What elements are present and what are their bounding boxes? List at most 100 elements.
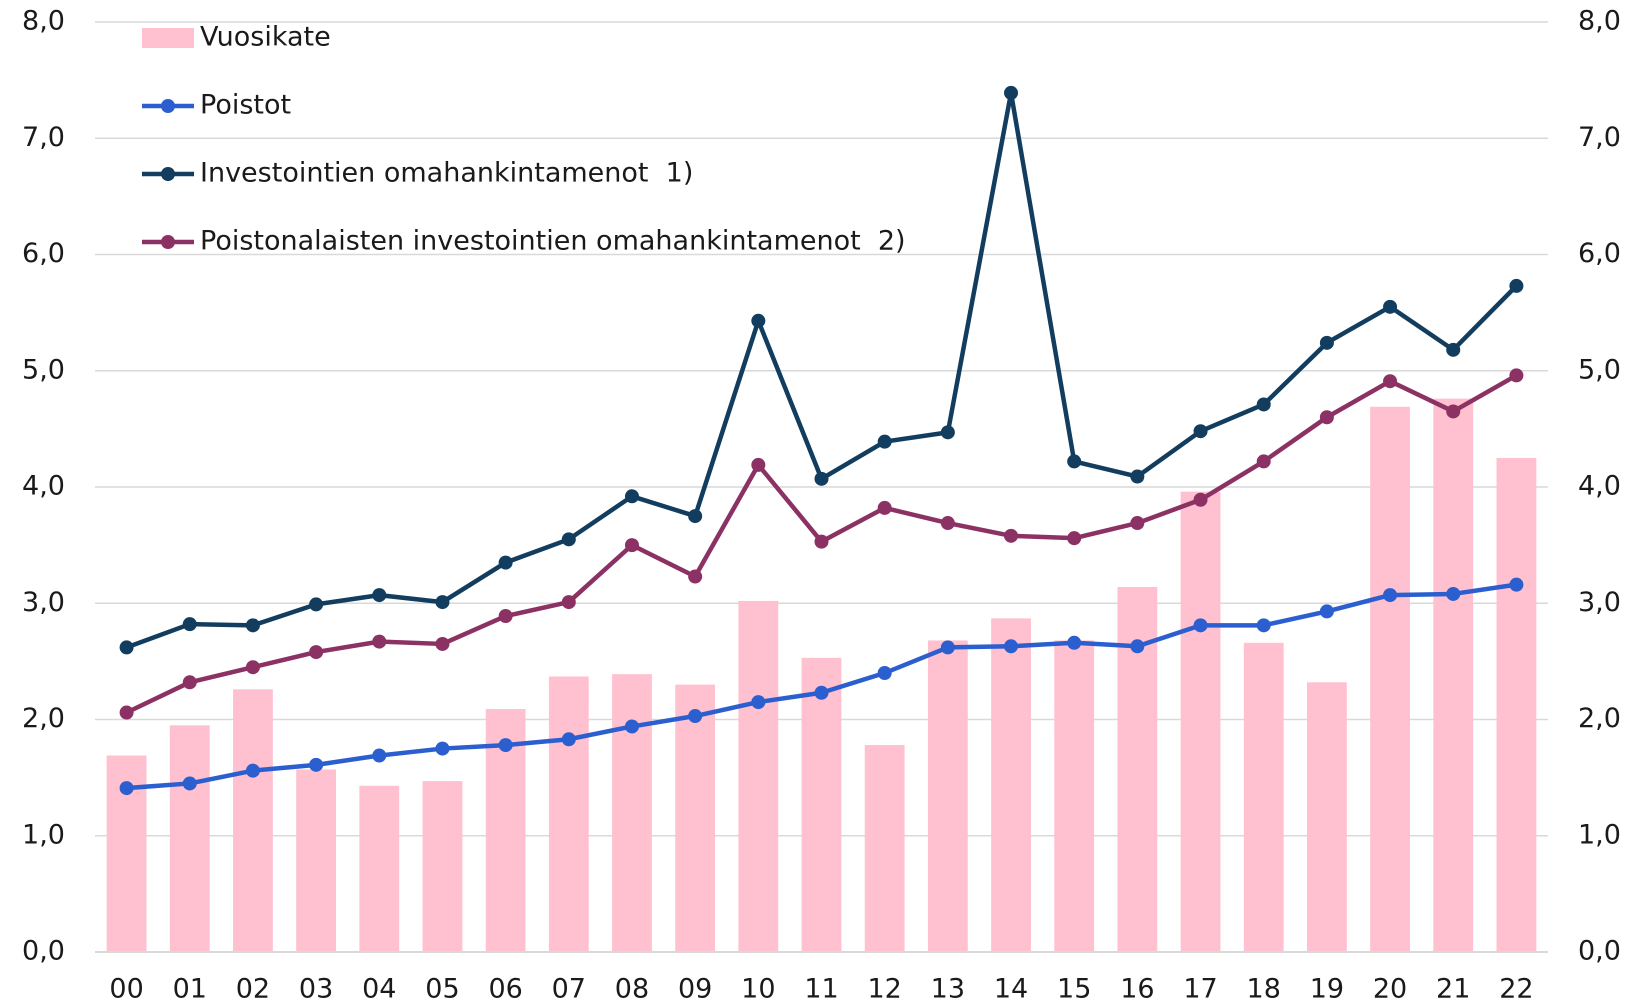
- point: [1383, 374, 1398, 389]
- point: [688, 569, 703, 584]
- point: [435, 595, 450, 610]
- y-tick-label: 3,0: [22, 587, 65, 618]
- bar: [1306, 682, 1347, 952]
- point: [1509, 577, 1524, 592]
- y-tick-label: 8,0: [22, 6, 65, 37]
- point: [1319, 335, 1334, 350]
- bar: [1433, 398, 1474, 952]
- y-tick-label: 6,0: [22, 238, 65, 269]
- point: [877, 666, 892, 680]
- x-tick-label: 17: [1183, 974, 1217, 1004]
- x-tick-label: 10: [741, 974, 775, 1004]
- x-tick-label: 14: [994, 974, 1028, 1004]
- point: [814, 534, 829, 549]
- legend-label: Investointien omahankintamenot 1): [200, 158, 693, 189]
- point: [624, 538, 639, 553]
- y-tick-label: 5,0: [22, 354, 65, 385]
- y2-tick-label: 6,0: [1578, 238, 1621, 269]
- y2-tick-label: 1,0: [1578, 819, 1621, 850]
- bar: [927, 640, 968, 952]
- bar: [359, 785, 400, 952]
- point: [1256, 397, 1271, 412]
- y-tick-label: 7,0: [22, 122, 65, 153]
- y2-tick-label: 2,0: [1578, 703, 1621, 734]
- point: [182, 617, 197, 632]
- point: [1446, 342, 1461, 357]
- x-tick-label: 20: [1373, 974, 1407, 1004]
- point: [1130, 469, 1145, 484]
- point: [1067, 635, 1082, 650]
- point: [1256, 454, 1271, 469]
- point: [309, 597, 324, 612]
- point: [309, 645, 324, 660]
- point: [435, 741, 450, 756]
- point: [561, 732, 576, 747]
- y-tick-label: 2,0: [22, 703, 65, 734]
- point: [498, 609, 513, 624]
- point: [814, 685, 829, 700]
- point: [1383, 299, 1398, 314]
- point: [688, 709, 703, 724]
- bar: [548, 676, 589, 952]
- point: [1067, 531, 1082, 546]
- x-tick-label: 21: [1436, 974, 1470, 1004]
- point: [372, 634, 387, 649]
- point: [182, 675, 197, 690]
- y2-tick-label: 8,0: [1578, 6, 1621, 37]
- x-tick-label: 00: [109, 974, 143, 1004]
- x-tick-label: 02: [236, 974, 270, 1004]
- x-tick-label: 12: [867, 974, 901, 1004]
- x-tick-label: 18: [1247, 974, 1281, 1004]
- y-tick-label: 4,0: [22, 471, 65, 502]
- point: [877, 434, 892, 449]
- point: [751, 457, 766, 472]
- x-tick-label: 09: [678, 974, 712, 1004]
- point: [119, 781, 134, 796]
- point: [751, 313, 766, 328]
- point: [940, 516, 955, 531]
- x-tick-label: 08: [615, 974, 649, 1004]
- point: [877, 500, 892, 515]
- point: [1130, 639, 1145, 654]
- point: [1383, 588, 1398, 603]
- y2-tick-label: 5,0: [1578, 354, 1621, 385]
- point: [119, 640, 134, 655]
- point: [498, 738, 513, 753]
- legend-marker: [161, 99, 175, 113]
- point: [624, 719, 639, 734]
- bar: [1496, 457, 1537, 952]
- point: [372, 748, 387, 763]
- bar: [169, 725, 210, 952]
- y-tick-label: 1,0: [22, 819, 65, 850]
- x-tick-label: 05: [425, 974, 459, 1004]
- point: [1256, 618, 1271, 633]
- bar: [864, 745, 905, 952]
- bar: [1180, 491, 1221, 952]
- bar: [675, 684, 716, 952]
- point: [940, 425, 955, 440]
- point: [498, 555, 513, 570]
- point: [1319, 604, 1334, 619]
- x-tick-label: 01: [173, 974, 207, 1004]
- x-tick-label: 04: [362, 974, 396, 1004]
- legend-label: Poistot: [200, 90, 291, 121]
- bar: [738, 600, 779, 952]
- point: [561, 595, 576, 610]
- bar: [233, 689, 273, 952]
- y2-tick-label: 7,0: [1578, 122, 1621, 153]
- bar: [422, 781, 463, 952]
- point: [245, 618, 260, 633]
- bar: [801, 657, 842, 952]
- legend-label: Vuosikate: [200, 22, 331, 53]
- x-tick-label: 06: [488, 974, 522, 1004]
- legend-marker: [161, 167, 175, 181]
- x-tick-label: 22: [1499, 974, 1533, 1004]
- y2-tick-label: 3,0: [1578, 587, 1621, 618]
- point: [561, 532, 576, 547]
- x-tick-label: 11: [804, 974, 838, 1004]
- bar: [296, 769, 337, 952]
- point: [1130, 516, 1145, 531]
- point: [372, 588, 387, 603]
- point: [688, 509, 703, 524]
- point: [940, 640, 955, 655]
